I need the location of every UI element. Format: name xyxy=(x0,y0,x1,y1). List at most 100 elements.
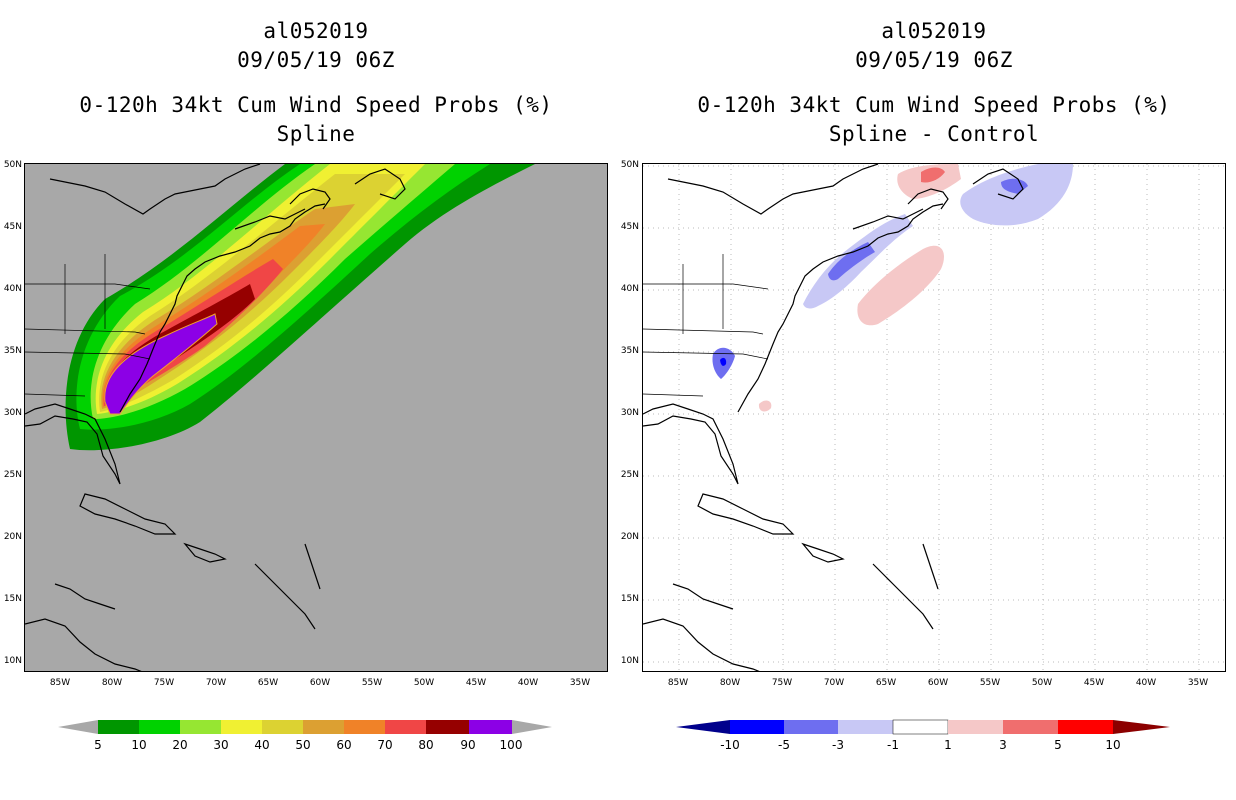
state-borders xyxy=(643,254,769,397)
lat-label: 20N xyxy=(620,532,639,542)
probability-map-svg xyxy=(25,164,535,671)
diff-region-positive-2b xyxy=(921,167,945,183)
lon-label: 40W xyxy=(1135,678,1157,688)
lat-label: 30N xyxy=(620,408,639,418)
lon-label: 80W xyxy=(101,678,123,688)
colorbar-label: 60 xyxy=(336,738,352,752)
right-panel-title: al052019 09/05/19 06Z 0-120h 34kt Cum Wi… xyxy=(642,17,1226,149)
right-datetime: 09/05/19 06Z xyxy=(855,48,1013,72)
lon-label: 50W xyxy=(1031,678,1053,688)
colorbar-label: -10 xyxy=(720,738,740,752)
colorbar-label: 5 xyxy=(1054,738,1062,752)
lon-label: 70W xyxy=(823,678,845,688)
colorbar-right-swatch xyxy=(1058,720,1113,734)
lon-label: 70W xyxy=(205,678,227,688)
colorbar-label: 100 xyxy=(499,738,523,752)
state-borders xyxy=(25,254,151,397)
left-panel-title: al052019 09/05/19 06Z 0-120h 34kt Cum Wi… xyxy=(24,17,608,149)
colorbar-right-swatch xyxy=(892,719,949,735)
lat-label: 25N xyxy=(620,470,639,480)
right-product: 0-120h 34kt Cum Wind Speed Probs (%) xyxy=(697,93,1171,117)
colorbar-label: 5 xyxy=(94,738,102,752)
colorbar-right-swatch xyxy=(1003,720,1058,734)
colorbar-label: -1 xyxy=(887,738,899,752)
lat-label: 15N xyxy=(620,594,639,604)
lat-label: 40N xyxy=(3,284,22,294)
lat-label: 10N xyxy=(620,656,639,666)
lon-label: 75W xyxy=(153,678,175,688)
colorbar-right-swatch xyxy=(838,720,893,734)
left-subtitle: Spline xyxy=(276,122,356,146)
difference-map-svg xyxy=(643,164,1225,671)
colorbar-label: 30 xyxy=(213,738,229,752)
colorbar-left-swatch xyxy=(98,720,139,734)
coastline-outline xyxy=(643,164,1024,671)
colorbar-left-swatch xyxy=(344,720,385,734)
difference-map xyxy=(642,163,1226,672)
probability-map xyxy=(24,163,608,672)
colorbar-label: 40 xyxy=(254,738,270,752)
colorbar-left-under xyxy=(58,720,98,734)
diff-region-negative-1b xyxy=(828,242,875,281)
lon-label: 65W xyxy=(875,678,897,688)
coastline-outline xyxy=(25,164,406,671)
left-datetime: 09/05/19 06Z xyxy=(237,48,395,72)
colorbar-right-swatch xyxy=(948,720,1003,734)
lon-label: 40W xyxy=(517,678,539,688)
lon-label: 55W xyxy=(979,678,1001,688)
left-storm-id: al052019 xyxy=(263,19,369,43)
colorbar-left-swatch xyxy=(385,720,426,734)
colorbar-left xyxy=(58,720,552,734)
colorbar-right-over xyxy=(1113,720,1170,734)
colorbar-label: 20 xyxy=(172,738,188,752)
lat-lon-gridlines xyxy=(643,164,1225,671)
lon-label: 50W xyxy=(413,678,435,688)
right-storm-id: al052019 xyxy=(881,19,987,43)
lat-label: 20N xyxy=(3,532,22,542)
colorbar-left-swatch xyxy=(303,720,344,734)
colorbars xyxy=(58,719,1170,735)
colorbar-label: -5 xyxy=(778,738,790,752)
lat-label: 15N xyxy=(3,594,22,604)
lon-label: 35W xyxy=(1187,678,1209,688)
colorbar-left-swatch xyxy=(262,720,303,734)
colorbar-left-swatch xyxy=(221,720,262,734)
colorbar-label: 70 xyxy=(377,738,393,752)
lon-label: 80W xyxy=(719,678,741,688)
lat-label: 40N xyxy=(620,284,639,294)
lat-label: 45N xyxy=(620,222,639,232)
lon-label: 85W xyxy=(49,678,71,688)
lon-label: 35W xyxy=(569,678,591,688)
lon-label: 60W xyxy=(309,678,331,688)
colorbar-right-swatch xyxy=(784,720,838,734)
colorbar-label: 50 xyxy=(295,738,311,752)
lat-label: 10N xyxy=(3,656,22,666)
colorbar-right-swatch xyxy=(730,720,784,734)
colorbar-left-swatch xyxy=(426,720,469,734)
colorbar-left-swatch xyxy=(469,720,512,734)
lat-label: 35N xyxy=(620,346,639,356)
lat-label: 30N xyxy=(3,408,22,418)
lon-label: 85W xyxy=(667,678,689,688)
lon-label: 75W xyxy=(771,678,793,688)
lat-label: 45N xyxy=(3,222,22,232)
colorbar-left-over xyxy=(512,720,552,734)
lat-label: 25N xyxy=(3,470,22,480)
diff-region-negative-3b xyxy=(720,357,727,366)
diff-region-positive-3 xyxy=(758,400,772,412)
colorbar-left-swatch xyxy=(180,720,221,734)
colorbar-right-under xyxy=(676,720,730,734)
colorbar-label: -3 xyxy=(832,738,844,752)
right-subtitle: Spline - Control xyxy=(828,122,1040,146)
lon-label: 45W xyxy=(1083,678,1105,688)
lat-label: 35N xyxy=(3,346,22,356)
lon-label: 45W xyxy=(465,678,487,688)
lat-label: 50N xyxy=(3,160,22,170)
diff-region-positive-1 xyxy=(857,245,944,326)
lon-label: 55W xyxy=(361,678,383,688)
lat-label: 50N xyxy=(620,160,639,170)
colorbar-label: 90 xyxy=(460,738,476,752)
colorbar-right xyxy=(676,719,1170,735)
colorbar-label: 3 xyxy=(999,738,1007,752)
colorbar-label: 10 xyxy=(1105,738,1121,752)
